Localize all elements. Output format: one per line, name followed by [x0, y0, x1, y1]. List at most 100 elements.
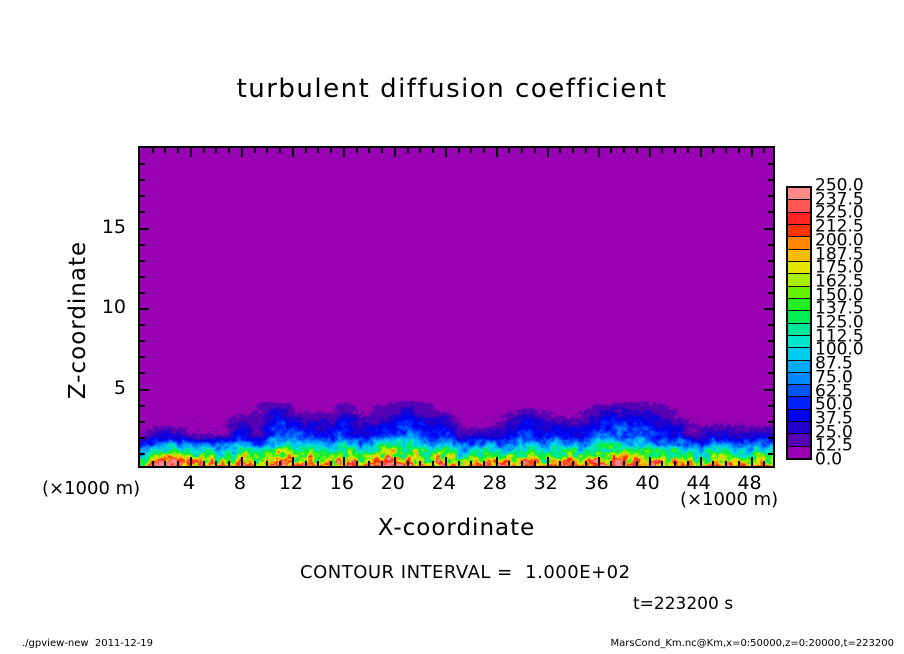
axis-tick: [342, 148, 345, 157]
colorbar-band: [788, 225, 810, 238]
colorbar-band: [788, 188, 810, 201]
axis-tick: [533, 148, 536, 153]
colorbar-band: [788, 372, 810, 386]
time-stamp: t=223200 s: [633, 594, 734, 614]
axis-tick: [482, 148, 485, 153]
colorbar-band: [788, 360, 810, 373]
axis-tick: [140, 243, 145, 246]
axis-tick: [330, 148, 333, 153]
colorbar-tick-label: 187.5: [815, 244, 864, 264]
axis-tick: [495, 148, 498, 157]
axis-tick: [750, 457, 753, 466]
axis-tick: [164, 461, 167, 466]
y-tick-label: 10: [101, 296, 126, 318]
axis-tick: [470, 461, 473, 466]
colorbar-band: [788, 311, 810, 324]
contour-interval-note: CONTOUR INTERVAL = 1.000E+02: [300, 562, 631, 583]
axis-tick: [572, 148, 575, 153]
axis-tick: [763, 461, 766, 466]
axis-tick: [764, 227, 773, 230]
footer-source: MarsCond_Km.nc@Km,x=0:50000,z=0:20000,t=…: [610, 638, 895, 649]
x-tick-label: 36: [584, 472, 609, 494]
axis-tick: [177, 461, 180, 466]
axis-tick: [151, 461, 154, 466]
axis-tick: [140, 275, 145, 278]
colorbar-tick-label: 175.0: [815, 257, 864, 278]
axis-tick: [381, 148, 384, 153]
x-tick-label: 16: [329, 472, 354, 494]
axis-tick: [279, 461, 282, 466]
axis-tick: [140, 227, 149, 230]
axis-tick: [648, 457, 651, 466]
colorbar-band: [788, 335, 810, 349]
x-tick-label: 32: [533, 472, 558, 494]
axis-tick: [393, 457, 396, 466]
axis-tick: [457, 148, 460, 153]
axis-tick: [597, 457, 600, 466]
colorbar-tick-label: 75.0: [815, 367, 853, 388]
axis-tick: [140, 308, 149, 310]
colorbar-band: [788, 434, 810, 447]
axis-tick: [674, 461, 677, 466]
axis-tick: [393, 148, 396, 157]
axis-tick: [635, 461, 638, 466]
x-tick-label: 20: [380, 472, 405, 494]
axis-tick: [768, 179, 773, 182]
axis-tick: [768, 324, 773, 327]
axis-tick: [584, 148, 587, 153]
colorbar-tick-label: 12.5: [815, 435, 853, 456]
axis-tick: [623, 461, 626, 466]
colorbar-tick-label: 62.5: [815, 381, 853, 401]
x-tick-label: 40: [635, 472, 660, 494]
axis-tick: [546, 148, 549, 157]
colorbar-tick-label: 212.5: [815, 216, 864, 237]
axis-tick: [317, 148, 320, 153]
axis-tick: [768, 340, 773, 343]
axis-tick: [355, 461, 358, 466]
x-tick-label: 48: [737, 472, 762, 494]
axis-tick: [623, 148, 626, 153]
axis-tick: [177, 148, 180, 153]
axis-tick: [546, 457, 549, 466]
colorbar-tick-label: 237.5: [815, 189, 864, 210]
axis-tick: [444, 148, 447, 157]
axis-tick: [725, 148, 728, 153]
axis-tick: [140, 163, 145, 166]
axis-tick: [764, 388, 773, 391]
colorbar-band: [788, 274, 810, 287]
axis-tick: [253, 461, 256, 466]
colorbar-band: [788, 286, 810, 299]
axis-tick: [572, 461, 575, 466]
axis-tick: [768, 356, 773, 359]
axis-tick: [215, 461, 218, 466]
axis-tick: [768, 259, 773, 262]
axis-tick: [419, 148, 422, 153]
axis-tick: [768, 211, 773, 214]
axis-tick: [330, 461, 333, 466]
x-tick-label: 12: [278, 472, 303, 494]
colorbar-tick-label: 250.0: [815, 175, 864, 196]
axis-tick: [266, 148, 269, 153]
axis-tick: [712, 148, 715, 153]
axis-tick: [406, 148, 409, 153]
axis-tick: [140, 388, 149, 391]
axis-tick: [140, 259, 145, 262]
axis-tick: [768, 163, 773, 166]
colorbar-tick-label: 137.5: [815, 298, 864, 319]
axis-tick: [140, 291, 145, 294]
axis-tick: [253, 148, 256, 153]
colorbar-tick-label: 225.0: [815, 202, 864, 223]
colorbar-tick-label: 112.5: [815, 326, 864, 347]
x-tick-label: 4: [182, 472, 195, 494]
axis-tick: [342, 457, 345, 466]
axis-tick: [140, 356, 145, 359]
axis-tick: [584, 461, 587, 466]
axis-tick: [764, 308, 773, 310]
z-axis-unit-label: (×1000 m): [42, 478, 141, 499]
colorbar-tick-label: 162.5: [815, 271, 864, 292]
axis-tick: [140, 324, 145, 327]
colorbar-tick-label: 150.0: [815, 285, 864, 306]
colorbar-band: [788, 385, 810, 398]
axis-tick: [470, 148, 473, 153]
